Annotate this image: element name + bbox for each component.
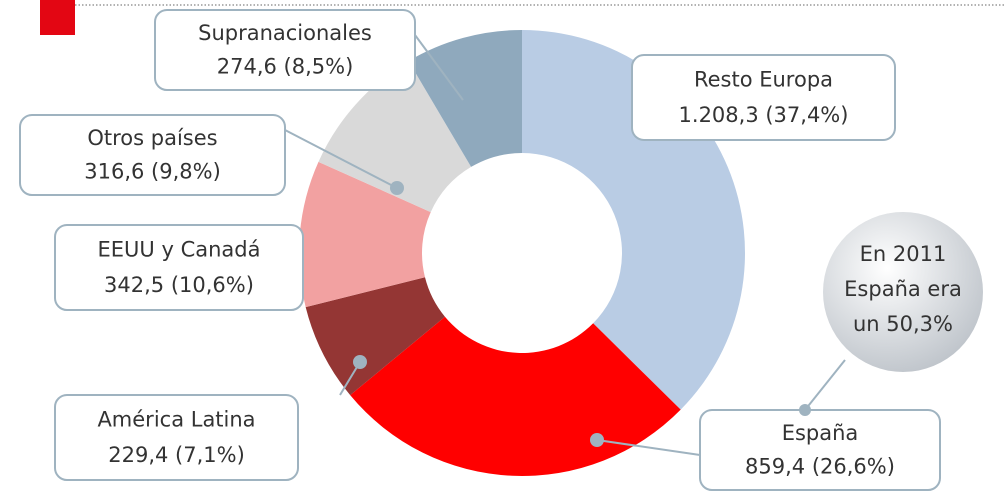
leader-dot xyxy=(353,355,367,369)
corner-mark xyxy=(40,0,75,35)
annotation-bubble xyxy=(823,212,983,372)
slice-value: 316,6 (9,8%) xyxy=(84,160,221,184)
leader-dot xyxy=(590,433,604,447)
slice-name: Supranacionales xyxy=(198,21,372,45)
slice-name: EEUU y Canadá xyxy=(98,238,261,262)
slice xyxy=(299,161,431,308)
slice-name: América Latina xyxy=(97,408,255,432)
slice-value: 342,5 (10,6%) xyxy=(104,273,254,297)
label-box xyxy=(154,9,416,91)
label-box xyxy=(19,114,286,196)
annotation-line: En 2011 xyxy=(860,242,947,266)
label-box xyxy=(699,409,941,491)
annotation-leader xyxy=(804,359,846,411)
label-box xyxy=(631,54,896,141)
slice-value: 274,6 (8,5%) xyxy=(217,55,354,79)
leader-line xyxy=(596,439,701,456)
annotation-dot xyxy=(799,404,811,416)
leader-dot xyxy=(390,181,404,195)
slice-name: Resto Europa xyxy=(694,68,833,92)
leader-line xyxy=(414,34,464,101)
slice-name: España xyxy=(782,421,859,445)
label-box xyxy=(54,394,299,481)
slice xyxy=(305,277,445,396)
donut xyxy=(299,30,745,477)
annotation-line: un 50,3% xyxy=(853,312,953,336)
slice-name: Otros países xyxy=(87,126,217,150)
slice-value: 859,4 (26,6%) xyxy=(745,455,895,479)
slice-value: 1.208,3 (37,4%) xyxy=(679,103,849,127)
label-box xyxy=(54,224,304,311)
slice xyxy=(318,61,472,213)
leader-line xyxy=(284,129,398,189)
slice-value: 229,4 (7,1%) xyxy=(108,443,245,467)
labels: Resto Europa 1.208,3 (37,4%) España 859,4 (… xyxy=(19,9,983,491)
annotation-line: España era xyxy=(844,277,962,301)
